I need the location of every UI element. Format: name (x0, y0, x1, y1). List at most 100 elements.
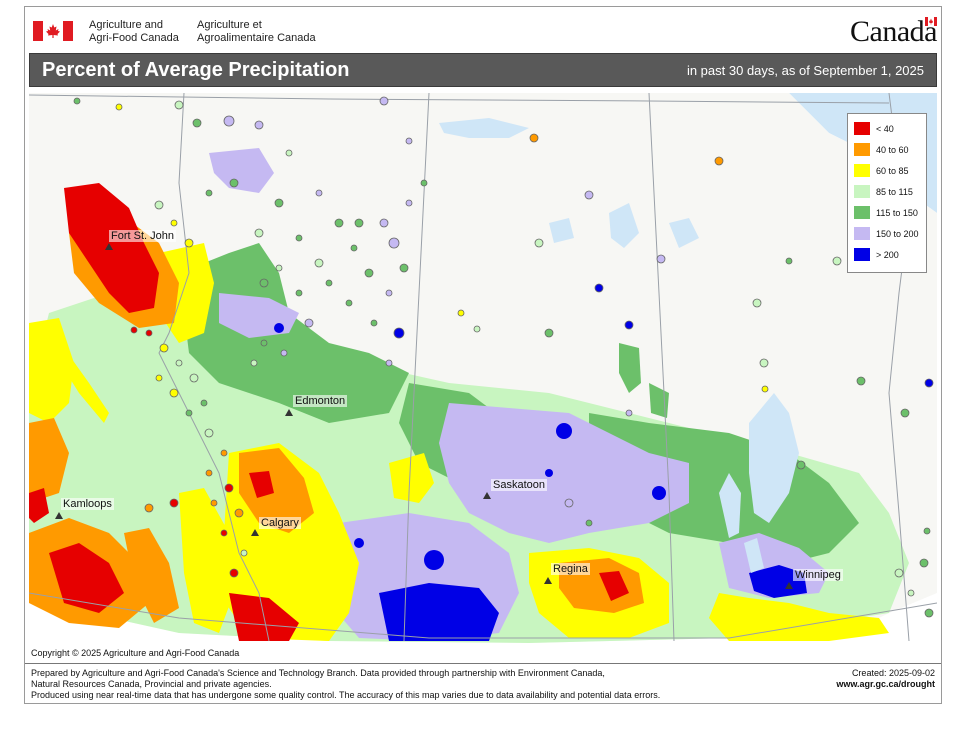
station-dot (220, 449, 228, 457)
legend-label: > 200 (876, 249, 899, 260)
station-dot (923, 527, 931, 535)
station-dot (189, 373, 199, 383)
zone-over-200-manitoba (749, 565, 807, 598)
station-dot (585, 519, 593, 527)
station-dot (224, 483, 234, 493)
footer-divider (25, 663, 941, 664)
station-dot (145, 329, 153, 337)
station-dot (894, 568, 904, 578)
footer-line2: Natural Resources Canada, Provincial and… (31, 679, 272, 689)
station-dot (370, 319, 378, 327)
city-label-kamloops: Kamloops (61, 498, 114, 510)
lake-north-east (669, 218, 699, 248)
station-dot (388, 237, 400, 249)
station-dot (250, 359, 258, 367)
station-dot (473, 325, 481, 333)
station-dot (714, 156, 724, 166)
zone-60-85-stripe (54, 348, 109, 423)
legend-item: 40 to 60 (854, 139, 920, 160)
agency-fr-line2: Agroalimentaire Canada (197, 32, 316, 44)
station-dot (285, 149, 293, 157)
lake-winnipegosis (719, 473, 741, 538)
station-dot (385, 289, 393, 297)
station-dot (200, 399, 208, 407)
legend-swatch (854, 185, 870, 198)
footer-line1: Prepared by Agriculture and Agri-Food Ca… (31, 668, 605, 678)
zone-over-200-south (379, 583, 499, 641)
station-dot (155, 374, 163, 382)
border-alberta-sask (403, 93, 430, 642)
city-label-winnipeg: Winnipeg (793, 569, 843, 581)
zone-40-60-bc-center (124, 528, 179, 623)
drought-url[interactable]: www.agr.gc.ca/drought (836, 679, 935, 689)
station-dot (354, 218, 364, 228)
legend-swatch (854, 164, 870, 177)
station-dot (254, 120, 264, 130)
station-dot (399, 263, 409, 273)
station-dot (159, 343, 169, 353)
legend-swatch (854, 143, 870, 156)
zone-over-200-spot1 (424, 550, 444, 570)
station-dot (275, 264, 283, 272)
station-dot (170, 219, 178, 227)
zone-under-40-calgary-west (249, 471, 274, 498)
legend-label: 115 to 150 (876, 207, 918, 218)
station-dot (624, 320, 634, 330)
station-dot (345, 299, 353, 307)
legend-label: 60 to 85 (876, 165, 909, 176)
zone-over-200-spot5 (545, 469, 553, 477)
legend-item: < 40 (854, 118, 920, 139)
station-dot (759, 358, 769, 368)
station-dot (457, 309, 465, 317)
city-marker-saskatoon (483, 492, 491, 499)
station-dot (73, 97, 81, 105)
zone-115-150-ne (619, 343, 641, 393)
lake-reindeer (609, 203, 639, 248)
station-dot (564, 498, 574, 508)
canada-wordmark: Canada (850, 15, 937, 48)
legend-swatch (854, 248, 870, 261)
city-marker-calgary (251, 529, 259, 536)
station-dot (919, 558, 929, 568)
map-subtitle: in past 30 days, as of September 1, 2025 (686, 63, 924, 78)
border-nwt (29, 94, 890, 104)
station-dot (223, 115, 235, 127)
station-dot (205, 189, 213, 197)
station-dot (856, 376, 866, 386)
zone-under-40-bc-west (29, 488, 49, 523)
lake-cree (549, 218, 574, 243)
map-canvas (29, 93, 937, 649)
station-dot (175, 359, 183, 367)
station-dot (229, 568, 239, 578)
zone-115-150-pocket (209, 148, 274, 193)
station-dot (385, 359, 393, 367)
station-dot (229, 178, 239, 188)
legend-item: 60 to 85 (854, 160, 920, 181)
station-dot (169, 388, 179, 398)
map-frame: Agriculture and Agri-Food Canada Agricul… (24, 6, 942, 704)
station-dot (379, 96, 389, 106)
station-dot (254, 228, 264, 238)
agency-name-french: Agriculture et Agroalimentaire Canada (197, 19, 316, 45)
city-label-saskatoon: Saskatoon (491, 479, 547, 491)
station-dot (900, 408, 910, 418)
station-dot (295, 289, 303, 297)
station-dot (204, 428, 214, 438)
station-dot (274, 198, 284, 208)
footer-meta: Created: 2025-09-02 www.agr.gc.ca/drough… (836, 668, 935, 690)
city-label-edmonton: Edmonton (293, 395, 348, 407)
station-dot (594, 283, 604, 293)
city-marker-winnipeg (785, 582, 793, 589)
zone-150-200-sask (439, 403, 689, 543)
map-title: Percent of Average Precipitation (42, 59, 350, 81)
legend-item: 85 to 115 (854, 181, 920, 202)
city-marker-regina (544, 577, 552, 584)
station-dot (154, 200, 164, 210)
city-marker-fort-st-john (105, 243, 113, 250)
legend-swatch (854, 227, 870, 240)
station-dot (115, 103, 123, 111)
header: Agriculture and Agri-Food Canada Agricul… (25, 7, 941, 55)
station-dot (240, 549, 248, 557)
zone-60-85-manitoba (709, 593, 889, 641)
station-dot (364, 268, 374, 278)
